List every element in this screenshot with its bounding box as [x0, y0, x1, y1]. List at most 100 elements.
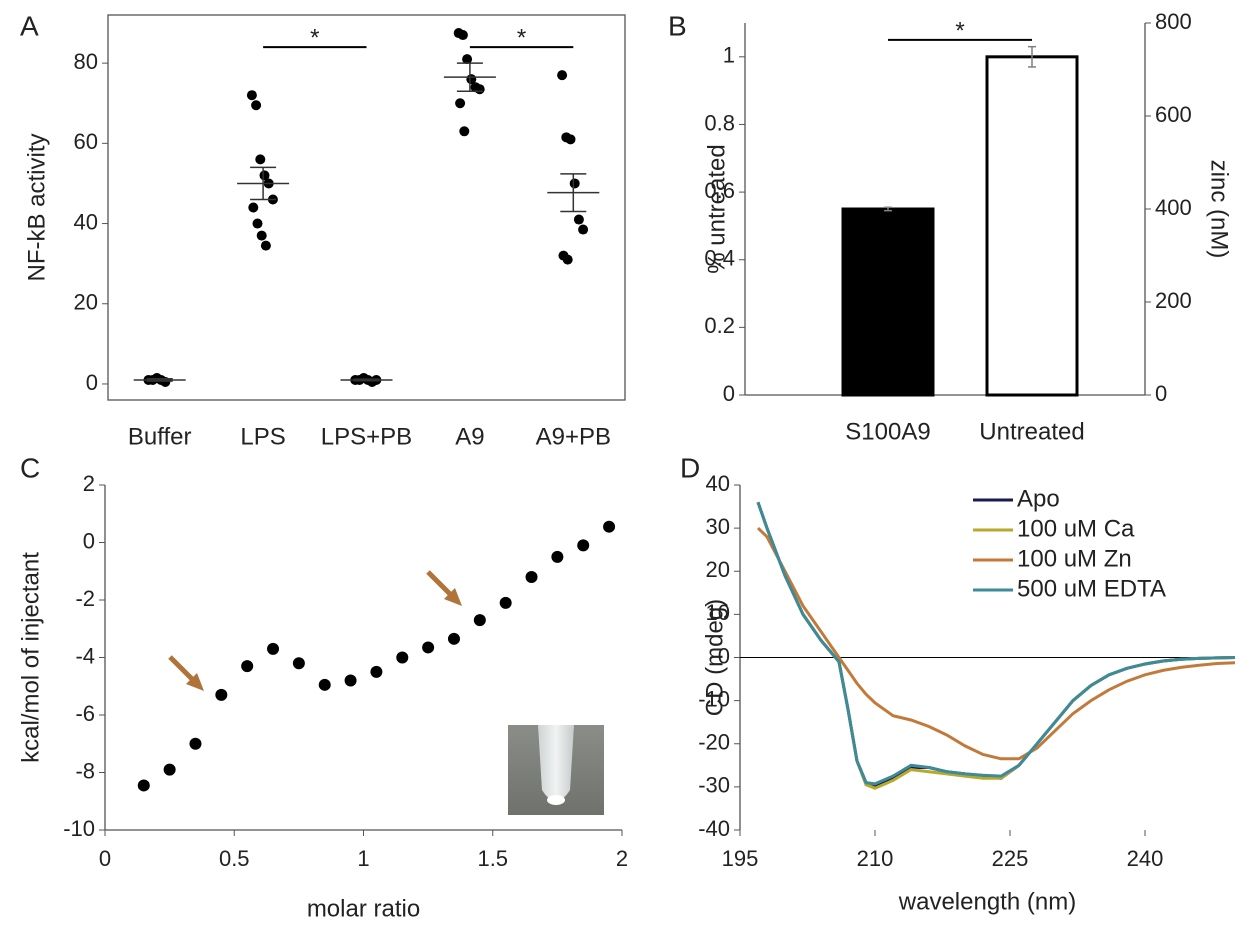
data-point [474, 84, 485, 95]
y-axis-title: kcal/mol of injectant [17, 552, 44, 763]
x-tick-label: A9+PB [536, 423, 611, 450]
y-tick-label: 20 [74, 290, 98, 315]
panel-label: A [20, 10, 39, 41]
significance-star: * [310, 24, 319, 51]
data-point [396, 651, 409, 664]
data-point [137, 779, 150, 792]
y2-tick-label: 200 [1155, 288, 1192, 313]
y-tick-label: -40 [698, 816, 730, 841]
significance-star: * [955, 17, 964, 44]
x-tick-label: S100A9 [845, 418, 930, 445]
y-tick-label: 0 [718, 643, 730, 668]
legend-label: 500 uM EDTA [1017, 575, 1166, 602]
series-line [756, 501, 1236, 786]
x-tick-label: Buffer [128, 423, 192, 450]
x-tick-label: 1 [357, 846, 369, 871]
data-point [256, 230, 267, 241]
x-tick-label: Untreated [979, 418, 1084, 445]
y-tick-label: 80 [74, 49, 98, 74]
data-point [189, 737, 202, 750]
data-point [163, 763, 176, 776]
data-point [455, 98, 466, 109]
data-point [457, 30, 468, 41]
data-point [569, 178, 580, 189]
y-tick-label: 0.6 [704, 178, 735, 203]
data-point [370, 665, 383, 678]
significance-star: * [517, 24, 526, 51]
bar [985, 55, 1079, 397]
data-point [499, 596, 512, 609]
x-axis-title: molar ratio [307, 895, 420, 922]
data-point [344, 674, 357, 687]
x-tick-label: 210 [857, 846, 894, 871]
y-axis-title: CD (mdeg) [701, 599, 728, 716]
data-point [462, 54, 473, 65]
panel-label: D [680, 452, 700, 483]
data-point [573, 214, 584, 225]
x-tick-label: 2 [616, 846, 628, 871]
y-tick-label: -10 [698, 686, 730, 711]
data-point [447, 632, 460, 645]
y-tick-label: -10 [63, 816, 95, 841]
y-tick-label: -20 [698, 730, 730, 755]
y-tick-label: 0.2 [704, 313, 735, 338]
data-point [525, 571, 538, 583]
y-tick-label: -30 [698, 773, 730, 798]
data-point [267, 642, 280, 655]
y-axis-title: % untreated [703, 144, 730, 273]
x-tick-label: 225 [992, 846, 1029, 871]
x-tick-label: A9 [455, 423, 484, 450]
y2-tick-label: 600 [1155, 102, 1192, 127]
arrow [168, 655, 204, 691]
y-tick-label: 1 [723, 43, 735, 68]
y-tick-label: 20 [706, 557, 730, 582]
data-point [292, 657, 305, 670]
data-point [473, 614, 486, 627]
data-point [557, 70, 568, 81]
y2-tick-label: 0 [1155, 381, 1167, 406]
panel-label: B [668, 10, 687, 41]
data-point [422, 641, 435, 654]
y2-axis-title: zinc (nM) [1206, 160, 1233, 259]
x-tick-label: 240 [1127, 846, 1164, 871]
y-tick-label: 0 [86, 370, 98, 395]
y-axis-title: NF-kB activity [23, 133, 50, 281]
y-tick-label: -6 [75, 701, 95, 726]
y-tick-label: 0 [83, 528, 95, 553]
y-tick-label: -2 [75, 586, 95, 611]
data-point [562, 254, 573, 265]
x-tick-label: 0.5 [219, 846, 250, 871]
data-point [252, 218, 263, 229]
y-tick-label: 0.8 [704, 110, 735, 135]
y2-tick-label: 400 [1155, 195, 1192, 220]
y-tick-label: 40 [706, 471, 730, 496]
legend-label: 100 uM Zn [1017, 545, 1132, 572]
data-point [318, 678, 331, 691]
data-point [565, 134, 576, 145]
data-point [255, 154, 266, 165]
legend-label: 100 uM Ca [1017, 515, 1135, 542]
data-point [251, 100, 262, 111]
y-tick-label: 30 [706, 514, 730, 539]
y-tick-label: 0.4 [704, 246, 735, 271]
series-line [756, 527, 1236, 761]
x-tick-label: 195 [722, 846, 759, 871]
x-axis-title: wavelength (nm) [898, 888, 1076, 915]
x-tick-label: LPS [240, 423, 285, 450]
data-point [551, 550, 564, 563]
data-point [246, 90, 257, 101]
data-point [577, 539, 590, 552]
legend-label: Apo [1017, 485, 1060, 512]
y-tick-label: 10 [706, 600, 730, 625]
x-tick-label: LPS+PB [321, 423, 412, 450]
bar [841, 207, 935, 397]
x-tick-label: 1.5 [477, 846, 508, 871]
y-tick-label: 0 [723, 381, 735, 406]
data-point [248, 202, 259, 213]
y-tick-label: 2 [83, 471, 95, 496]
data-point [260, 240, 271, 251]
y-tick-label: -4 [75, 643, 95, 668]
data-point [578, 224, 589, 235]
